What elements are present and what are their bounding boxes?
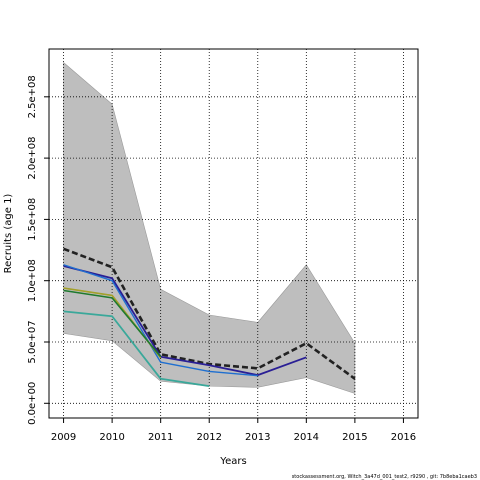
y-tick-label: 5.0e+07 xyxy=(27,320,38,363)
x-axis-title: Years xyxy=(219,456,246,467)
y-tick-label: 2.5e+08 xyxy=(27,75,38,118)
x-tick-label: 2014 xyxy=(294,432,319,443)
y-tick-label: 1.5e+08 xyxy=(27,198,38,241)
series-layer xyxy=(63,247,356,388)
series-line-2 xyxy=(63,265,307,376)
x-axis: 2009 2010 2011 2012 2013 2014 2015 2016 xyxy=(51,418,416,443)
y-tick-label: 1.0e+08 xyxy=(27,259,38,302)
y-axis-title: Recruits (age 1) xyxy=(3,194,14,274)
series-line-6 xyxy=(63,310,210,388)
y-tick-label: 0.0e+00 xyxy=(27,382,38,425)
plot-frame xyxy=(48,48,419,419)
series-line-1 xyxy=(63,247,356,380)
x-tick-label: 2016 xyxy=(391,432,416,443)
series-line-5 xyxy=(63,289,162,358)
x-tick-label: 2010 xyxy=(99,432,124,443)
x-tick-label: 2012 xyxy=(196,432,221,443)
footer-text: stockassessment.org, Witch_3a47d_001_tes… xyxy=(292,474,477,480)
x-tick-label: 2011 xyxy=(148,432,173,443)
x-tick-label: 2013 xyxy=(245,432,270,443)
series-line-3 xyxy=(63,264,258,377)
x-tick-label: 2009 xyxy=(51,432,76,443)
x-tick-label: 2015 xyxy=(342,432,367,443)
y-tick-label: 2.0e+08 xyxy=(27,137,38,180)
y-axis: 0.0e+00 5.0e+07 1.0e+08 1.5e+08 2.0e+08 2.5e+… xyxy=(27,75,49,425)
